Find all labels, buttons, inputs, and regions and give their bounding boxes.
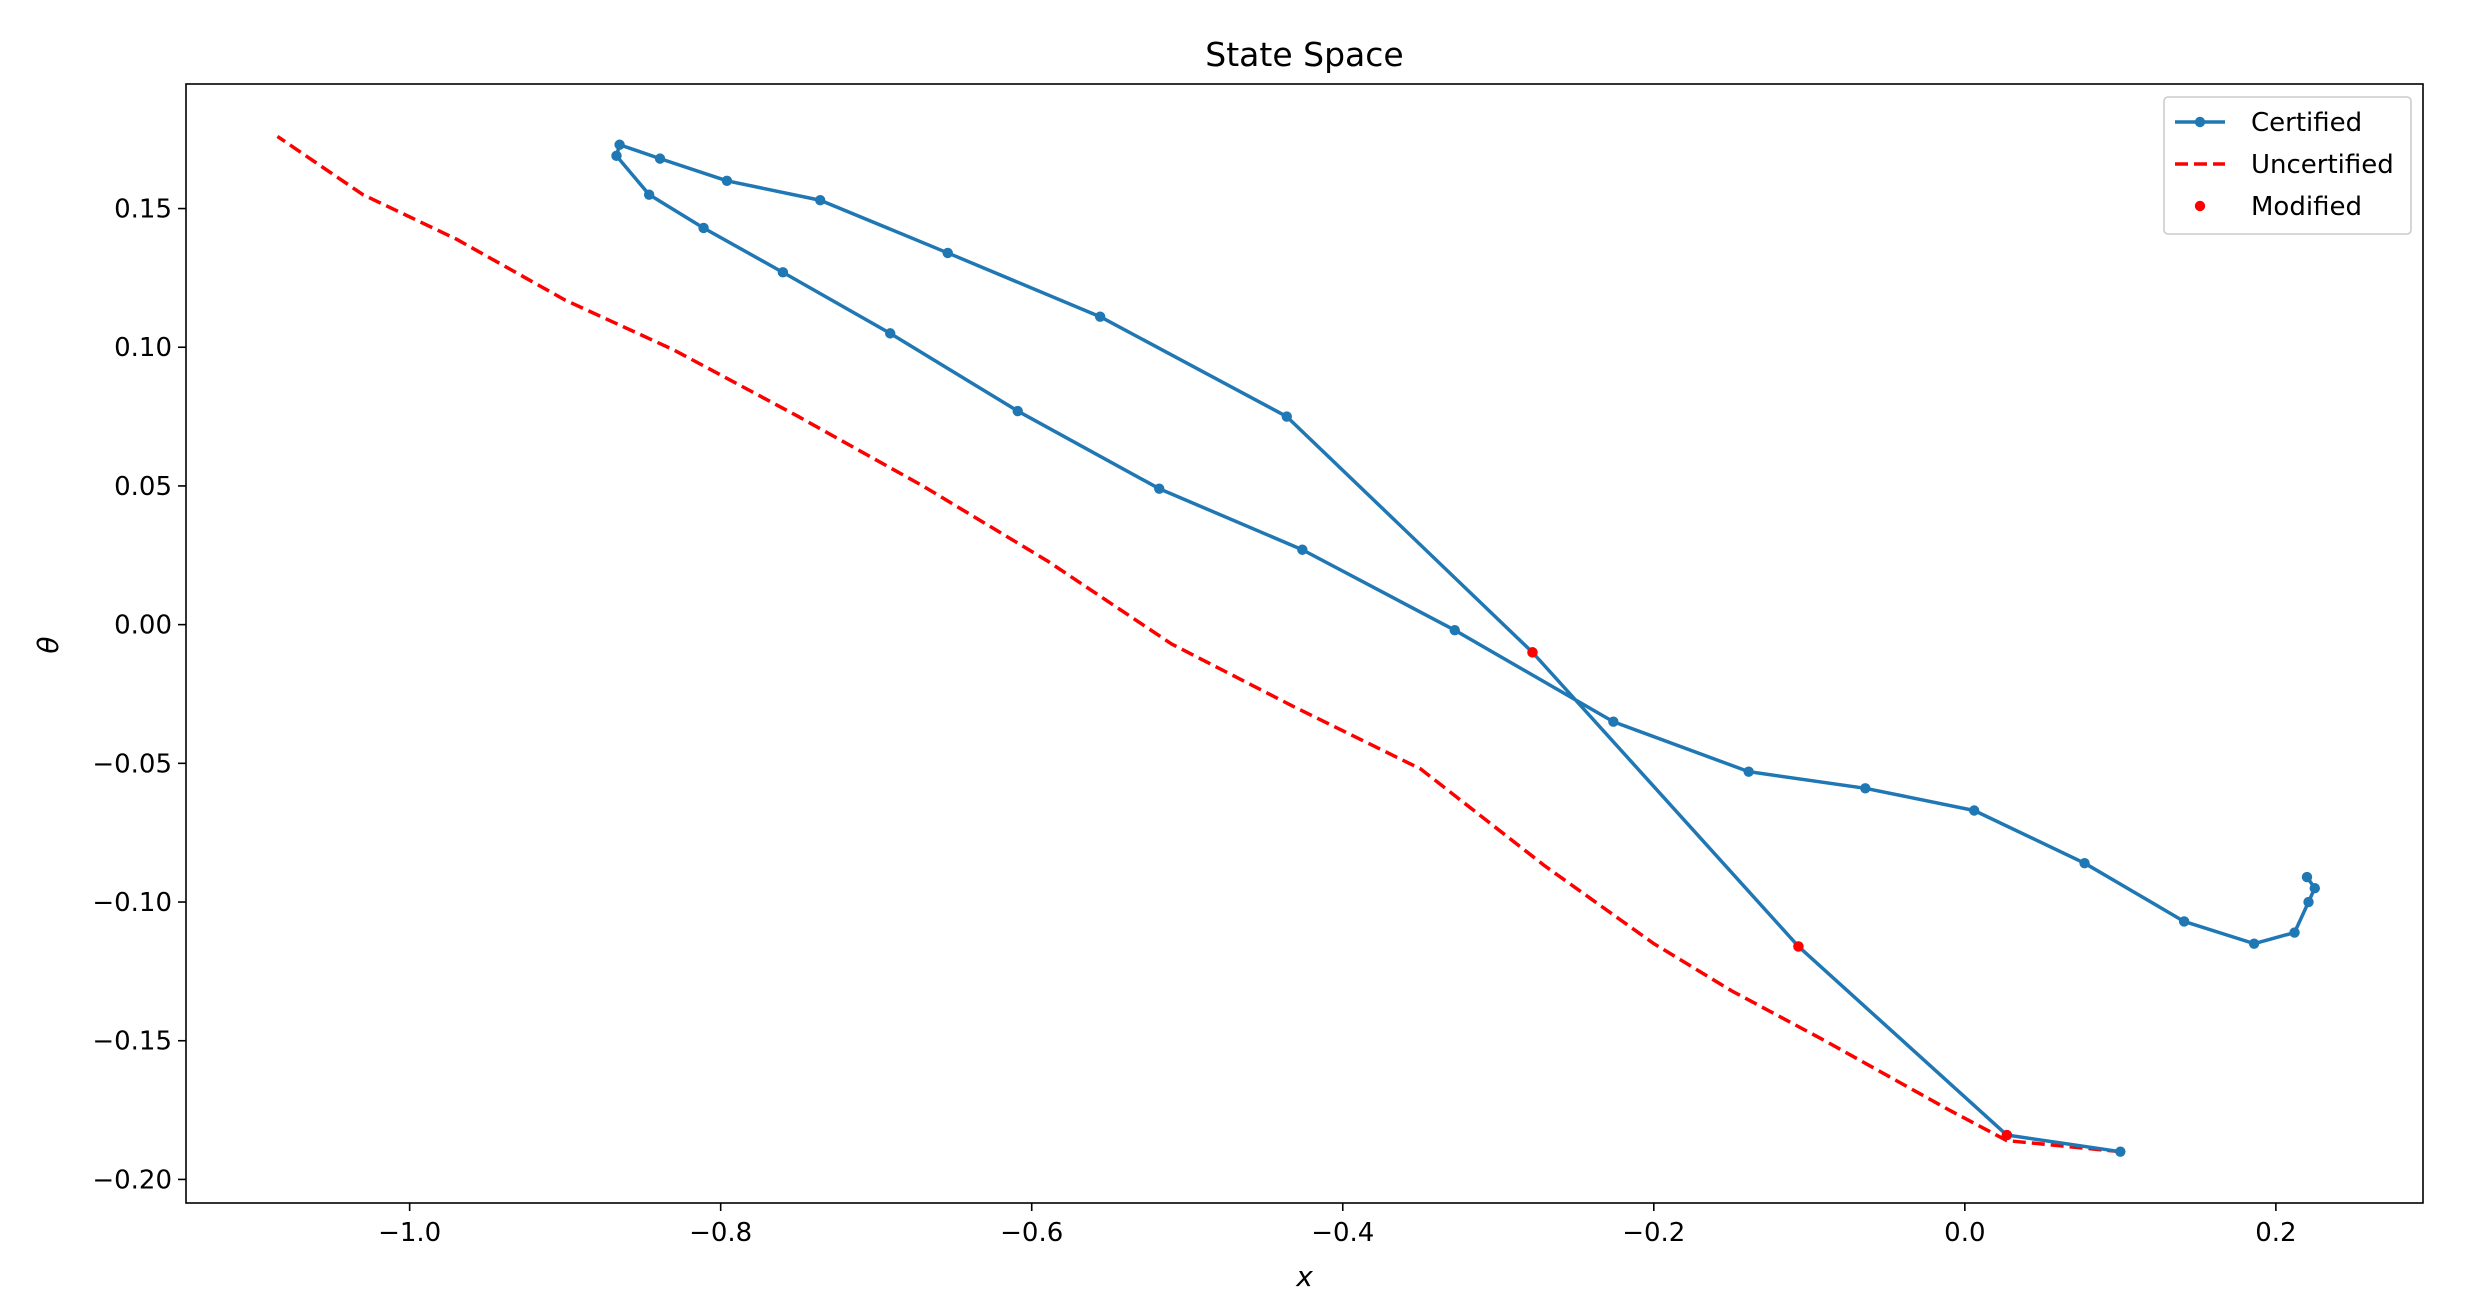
y-tick-label: −0.20 xyxy=(92,1165,172,1195)
certified-point xyxy=(1281,411,1292,422)
certified-point xyxy=(1094,311,1106,322)
y-tick-label: 0.05 xyxy=(114,472,172,502)
certified-point xyxy=(1743,766,1754,777)
legend-certified-marker xyxy=(2194,116,2206,128)
y-axis-label: θ xyxy=(32,636,65,653)
axes: −1.0 −0.8 −0.6 −0.4 −0.2 0.0 0.2 −0.20 −0.15 −0.1… xyxy=(92,83,2424,1248)
x-tick-label: −0.2 xyxy=(1622,1218,1685,1248)
y-tick-label: 0.00 xyxy=(114,611,172,641)
x-tick-label: 0.0 xyxy=(1944,1218,1985,1248)
certified-point xyxy=(2115,1146,2126,1157)
y-tick-label: −0.05 xyxy=(92,749,172,779)
certified-point xyxy=(1154,483,1165,494)
certified-point xyxy=(611,150,622,162)
legend: Certified Uncertified Modified xyxy=(2163,96,2412,235)
x-tick-label: −0.6 xyxy=(1000,1218,1063,1248)
x-tick-label: 0.2 xyxy=(2255,1218,2296,1248)
certified-point xyxy=(654,153,666,164)
x-tick-label: −0.4 xyxy=(1311,1218,1374,1248)
legend-uncertified-label: Uncertified xyxy=(2251,150,2394,180)
certified-point xyxy=(2309,882,2320,894)
modified-point xyxy=(1527,647,1538,658)
x-axis-label: x xyxy=(1295,1260,1313,1293)
certified-point xyxy=(614,139,625,150)
certified-point xyxy=(721,175,733,187)
certified-point xyxy=(815,195,826,206)
plot-area xyxy=(276,134,2320,1157)
certified-point xyxy=(942,247,953,259)
certified-point xyxy=(2079,857,2090,869)
y-tick-label: 0.10 xyxy=(114,333,172,363)
y-tick-label: −0.15 xyxy=(92,1027,172,1057)
legend-box xyxy=(2163,96,2412,235)
certified-point xyxy=(698,222,709,234)
certified-point xyxy=(2301,871,2313,883)
axes-frame xyxy=(185,83,2424,1204)
chart-title: State Space xyxy=(1205,35,1403,74)
plot-series-group xyxy=(276,134,2320,1157)
certified-point xyxy=(1297,544,1308,555)
certified-point xyxy=(1449,624,1460,636)
modified-point xyxy=(1793,941,1804,952)
certified-point xyxy=(1012,405,1023,417)
x-tick-label: −1.0 xyxy=(378,1218,441,1248)
certified-point xyxy=(2248,938,2260,949)
certified-point xyxy=(884,328,896,339)
certified-point xyxy=(1608,716,1619,727)
modified-point xyxy=(2001,1129,2013,1141)
certified-point xyxy=(1860,783,1871,794)
certified-point xyxy=(2303,896,2314,908)
legend-modified-label: Modified xyxy=(2251,192,2362,222)
certified-point xyxy=(2178,916,2190,927)
x-tick-label: −0.8 xyxy=(689,1218,752,1248)
legend-modified-marker xyxy=(2194,200,2206,212)
y-tick-label: 0.15 xyxy=(114,195,172,225)
legend-certified-label: Certified xyxy=(2251,108,2362,138)
certified-point xyxy=(1968,805,1980,816)
certified-point xyxy=(2289,927,2300,938)
certified-point xyxy=(777,267,789,278)
uncertified-series-line xyxy=(276,134,2121,1154)
y-tick-label: −0.10 xyxy=(92,888,172,918)
certified-point xyxy=(643,189,655,200)
